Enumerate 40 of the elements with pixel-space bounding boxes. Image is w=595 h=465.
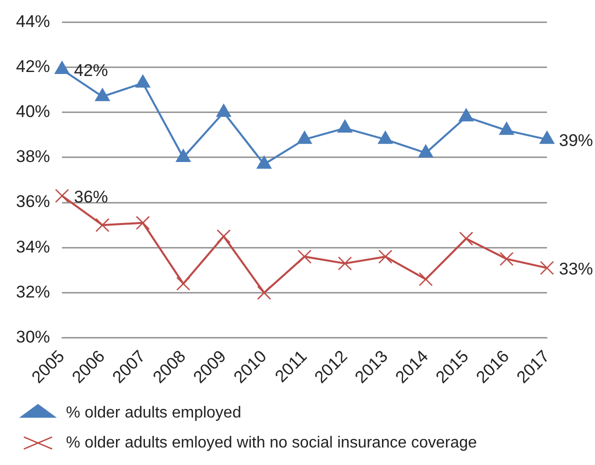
y-tick-label: 44% — [16, 12, 50, 31]
point — [176, 276, 190, 291]
point — [378, 250, 392, 264]
point — [338, 120, 352, 133]
data-label: 42% — [74, 61, 108, 80]
point — [297, 130, 312, 144]
point — [418, 272, 433, 286]
data-label: 33% — [559, 260, 594, 279]
point — [55, 188, 70, 203]
point — [136, 216, 150, 230]
y-tick-label: 34% — [16, 237, 50, 256]
legend-label: % older adults emloyed with no social insurance coverage — [66, 434, 477, 452]
y-tick-label: 42% — [16, 56, 50, 76]
point — [378, 130, 393, 144]
y-tick-label: 40% — [16, 102, 50, 122]
y-tick-label: 36% — [16, 192, 50, 212]
point — [500, 252, 514, 266]
point — [95, 88, 110, 102]
point — [256, 156, 272, 169]
point — [540, 130, 554, 144]
point — [54, 61, 70, 74]
y-tick-label: 30% — [16, 328, 50, 347]
data-label: 36% — [74, 187, 108, 206]
point — [298, 250, 312, 264]
data-label: 39% — [559, 131, 594, 150]
point — [338, 256, 352, 270]
point — [257, 286, 272, 300]
y-tick-label: 32% — [16, 282, 50, 302]
point — [95, 218, 110, 232]
point — [176, 148, 191, 162]
point — [459, 232, 474, 246]
y-tick-label: 38% — [16, 147, 50, 166]
point — [216, 104, 232, 117]
legend-label: % older adults employed — [66, 404, 242, 422]
point — [418, 144, 434, 158]
point — [458, 108, 474, 122]
point — [216, 229, 231, 244]
point — [540, 260, 554, 275]
point — [499, 122, 514, 135]
point — [135, 74, 150, 88]
